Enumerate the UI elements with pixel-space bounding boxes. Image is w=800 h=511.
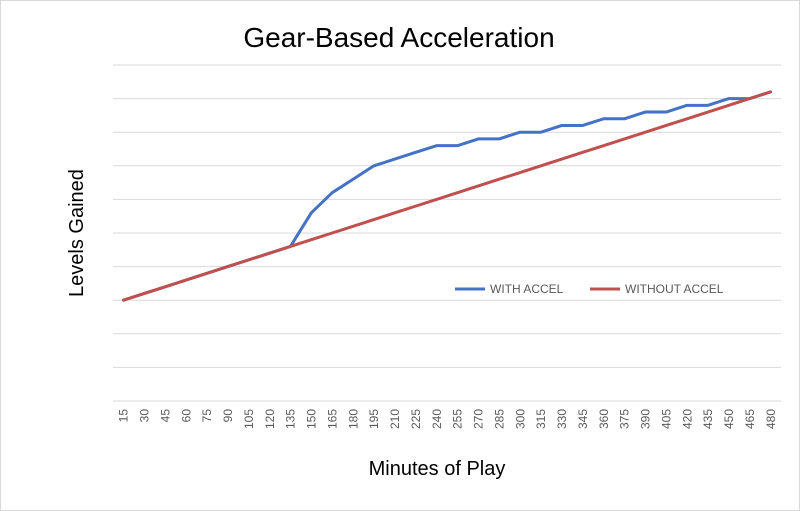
- x-axis-ticks: 15 30 45 60 75 90 105 120 135 150 165 180 195 210 225 2…: [117, 409, 778, 429]
- x-tick-label: 420: [680, 409, 694, 429]
- x-tick-label: 255: [451, 409, 465, 429]
- x-tick-label: 15: [117, 409, 131, 423]
- x-tick-label: 150: [305, 409, 319, 429]
- x-tick-label: 30: [138, 409, 152, 423]
- legend-label-1: WITH ACCEL: [490, 282, 564, 296]
- x-tick-label: 330: [555, 409, 569, 429]
- x-axis-title: Minutes of Play: [369, 458, 506, 480]
- legend-label-2: WITHOUT ACCEL: [625, 282, 724, 296]
- x-tick-label: 285: [492, 409, 506, 429]
- x-tick-label: 135: [284, 409, 298, 429]
- chart-title: Gear-Based Acceleration: [243, 22, 554, 53]
- gridlines: [113, 64, 781, 402]
- x-tick-label: 210: [388, 409, 402, 429]
- x-tick-label: 180: [346, 409, 360, 429]
- series-line-2: [121, 90, 773, 302]
- x-tick-label: 225: [409, 409, 423, 429]
- legend: WITH ACCEL WITHOUT ACCEL: [455, 282, 724, 296]
- x-tick-label: 240: [430, 409, 444, 429]
- x-tick-label: 390: [639, 409, 653, 429]
- x-tick-label: 405: [659, 409, 673, 429]
- x-tick-label: 165: [325, 409, 339, 429]
- x-tick-label: 360: [597, 409, 611, 429]
- x-tick-label: 270: [472, 409, 486, 429]
- x-tick-label: 375: [618, 409, 632, 429]
- x-tick-label: 300: [513, 409, 527, 429]
- x-tick-label: 195: [367, 409, 381, 429]
- x-tick-label: 465: [743, 409, 757, 429]
- x-tick-label: 45: [158, 409, 172, 423]
- x-tick-label: 75: [200, 409, 214, 423]
- x-tick-label: 345: [576, 409, 590, 429]
- x-tick-label: 315: [534, 409, 548, 429]
- x-tick-label: 105: [242, 409, 256, 429]
- y-axis-title: Levels Gained: [66, 169, 88, 297]
- x-tick-label: 60: [179, 409, 193, 423]
- x-tick-label: 450: [722, 409, 736, 429]
- x-tick-label: 90: [221, 409, 235, 423]
- x-tick-label: 435: [701, 409, 715, 429]
- series-lines: [121, 90, 773, 302]
- x-tick-label: 480: [764, 409, 778, 429]
- x-tick-label: 120: [263, 409, 277, 429]
